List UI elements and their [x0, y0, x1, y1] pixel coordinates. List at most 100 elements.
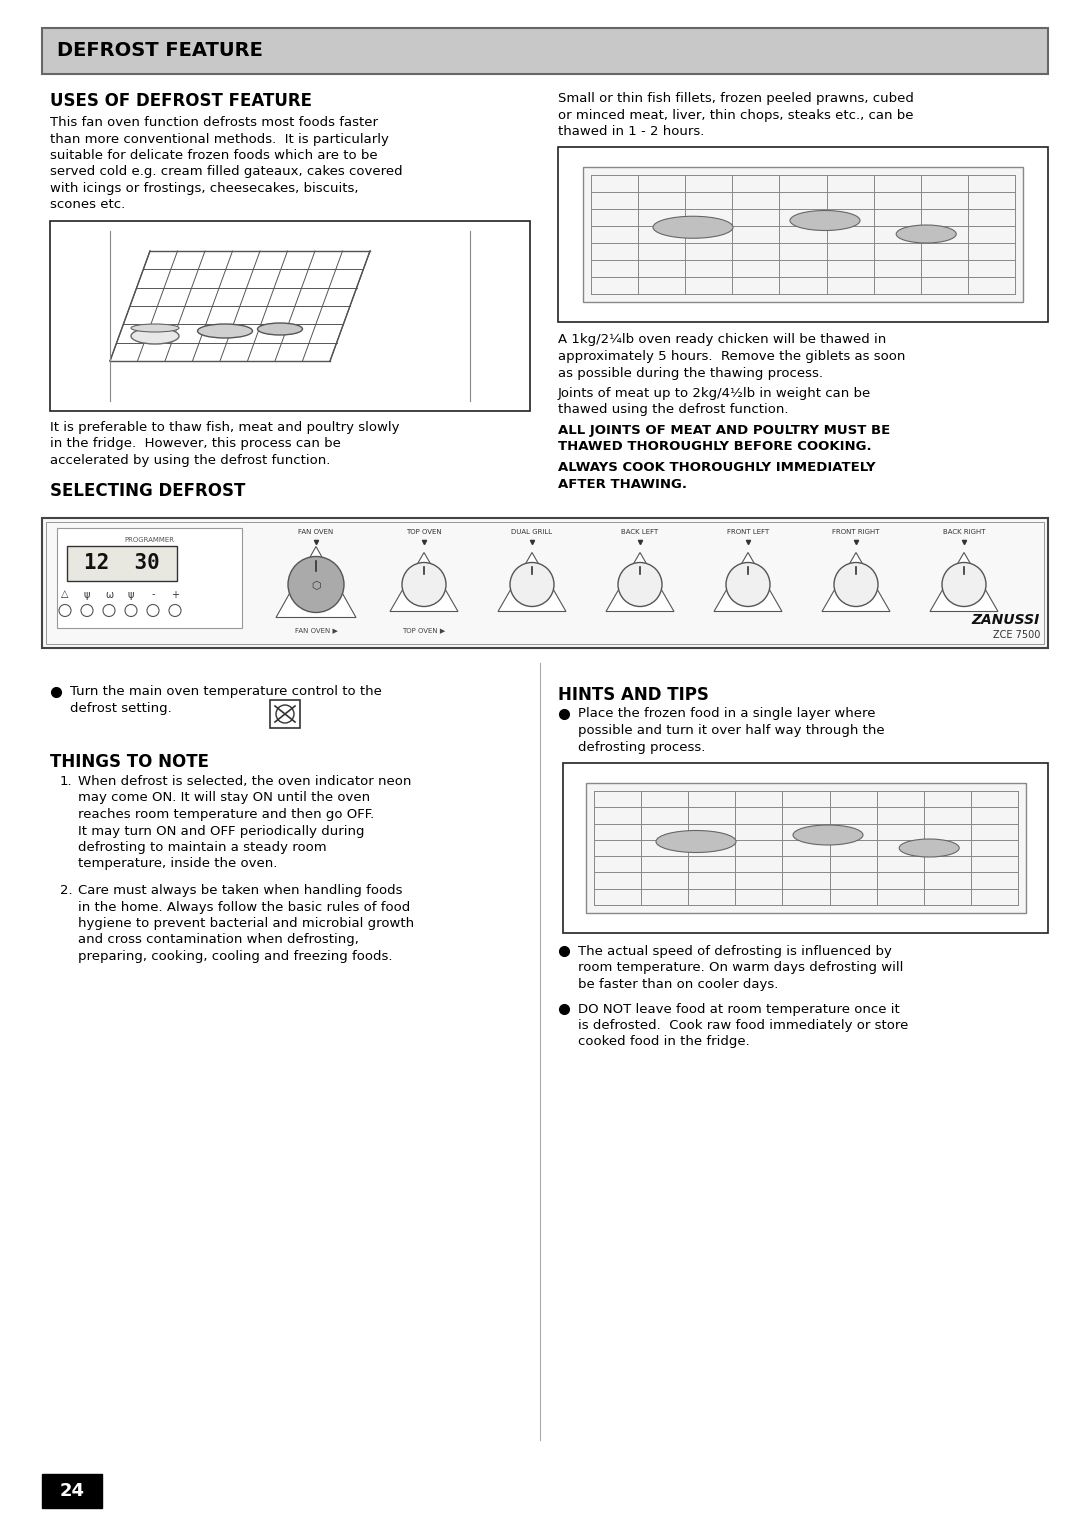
Text: FAN OVEN: FAN OVEN — [298, 530, 334, 535]
Text: room temperature. On warm days defrosting will: room temperature. On warm days defrostin… — [578, 961, 903, 975]
Text: possible and turn it over half way through the: possible and turn it over half way throu… — [578, 724, 885, 736]
Circle shape — [147, 605, 159, 616]
Text: A 1kg/2¼lb oven ready chicken will be thawed in: A 1kg/2¼lb oven ready chicken will be th… — [558, 333, 887, 347]
Circle shape — [125, 605, 137, 616]
Text: temperature, inside the oven.: temperature, inside the oven. — [78, 857, 278, 871]
Bar — [270, 700, 300, 727]
Text: accelerated by using the defrost function.: accelerated by using the defrost functio… — [50, 454, 330, 468]
Text: or minced meat, liver, thin chops, steaks etc., can be: or minced meat, liver, thin chops, steak… — [558, 108, 914, 122]
Circle shape — [402, 562, 446, 607]
Text: is defrosted.  Cook raw food immediately or store: is defrosted. Cook raw food immediately … — [578, 1019, 908, 1031]
Text: ⬡: ⬡ — [311, 582, 321, 591]
Text: thawed using the defrost function.: thawed using the defrost function. — [558, 403, 788, 417]
Text: in the home. Always follow the basic rules of food: in the home. Always follow the basic rul… — [78, 900, 410, 914]
Text: It may turn ON and OFF periodically during: It may turn ON and OFF periodically duri… — [78, 825, 365, 837]
Text: USES OF DEFROST FEATURE: USES OF DEFROST FEATURE — [50, 92, 312, 110]
Text: HINTS AND TIPS: HINTS AND TIPS — [558, 686, 708, 703]
Text: preparing, cooking, cooling and freezing foods.: preparing, cooking, cooling and freezing… — [78, 950, 392, 963]
Text: cooked food in the fridge.: cooked food in the fridge. — [578, 1036, 750, 1048]
Polygon shape — [822, 553, 890, 611]
Text: served cold e.g. cream filled gateaux, cakes covered: served cold e.g. cream filled gateaux, c… — [50, 165, 403, 179]
Text: 2.: 2. — [60, 885, 72, 897]
Text: Care must always be taken when handling foods: Care must always be taken when handling … — [78, 885, 403, 897]
Bar — [50, 222, 530, 411]
Ellipse shape — [656, 831, 735, 853]
Text: 1.: 1. — [60, 775, 72, 788]
Text: ALWAYS COOK THOROUGHLY IMMEDIATELY: ALWAYS COOK THOROUGHLY IMMEDIATELY — [558, 461, 876, 474]
Bar — [563, 762, 1048, 934]
Circle shape — [59, 605, 71, 616]
Ellipse shape — [257, 322, 302, 335]
Text: Small or thin fish fillets, frozen peeled prawns, cubed: Small or thin fish fillets, frozen peele… — [558, 92, 914, 105]
Text: TOP OVEN ▶: TOP OVEN ▶ — [403, 628, 446, 634]
Text: PROGRAMMER: PROGRAMMER — [124, 538, 175, 544]
Text: FRONT LEFT: FRONT LEFT — [727, 530, 769, 535]
Text: ZANUSSI: ZANUSSI — [972, 613, 1040, 626]
Text: AFTER THAWING.: AFTER THAWING. — [558, 477, 687, 490]
Text: DEFROST FEATURE: DEFROST FEATURE — [57, 41, 262, 61]
Polygon shape — [390, 553, 458, 611]
Text: DO NOT leave food at room temperature once it: DO NOT leave food at room temperature on… — [578, 1002, 900, 1016]
Text: THINGS TO NOTE: THINGS TO NOTE — [50, 753, 210, 772]
Text: reaches room temperature and then go OFF.: reaches room temperature and then go OFF… — [78, 808, 375, 821]
Polygon shape — [276, 547, 356, 617]
Ellipse shape — [896, 225, 956, 243]
Text: defrost setting.: defrost setting. — [70, 701, 172, 715]
Circle shape — [942, 562, 986, 607]
Text: ψ: ψ — [127, 590, 134, 599]
Circle shape — [834, 562, 878, 607]
Text: with icings or frostings, cheesecakes, biscuits,: with icings or frostings, cheesecakes, b… — [50, 182, 359, 196]
Circle shape — [81, 605, 93, 616]
Text: BACK LEFT: BACK LEFT — [621, 530, 659, 535]
Bar — [583, 167, 1023, 301]
Text: ω: ω — [105, 590, 113, 599]
Text: Place the frozen food in a single layer where: Place the frozen food in a single layer … — [578, 707, 876, 721]
Bar — [67, 545, 177, 581]
Circle shape — [510, 562, 554, 607]
Bar — [42, 28, 1048, 73]
Text: defrosting process.: defrosting process. — [578, 741, 705, 753]
Text: FAN OVEN ▶: FAN OVEN ▶ — [295, 628, 337, 634]
Text: SELECTING DEFROST: SELECTING DEFROST — [50, 483, 245, 501]
Text: approximately 5 hours.  Remove the giblets as soon: approximately 5 hours. Remove the giblet… — [558, 350, 905, 364]
Text: △: △ — [62, 590, 69, 599]
Text: as possible during the thawing process.: as possible during the thawing process. — [558, 367, 823, 379]
Text: +: + — [171, 590, 179, 599]
Bar — [42, 518, 1048, 648]
Text: When defrost is selected, the oven indicator neon: When defrost is selected, the oven indic… — [78, 775, 411, 788]
Bar — [57, 527, 242, 628]
Bar — [46, 521, 1044, 643]
Text: Joints of meat up to 2kg/4½lb in weight can be: Joints of meat up to 2kg/4½lb in weight … — [558, 387, 872, 400]
Text: It is preferable to thaw fish, meat and poultry slowly: It is preferable to thaw fish, meat and … — [50, 422, 400, 434]
Text: The actual speed of defrosting is influenced by: The actual speed of defrosting is influe… — [578, 944, 892, 958]
Text: in the fridge.  However, this process can be: in the fridge. However, this process can… — [50, 437, 341, 451]
Text: ALL JOINTS OF MEAT AND POULTRY MUST BE: ALL JOINTS OF MEAT AND POULTRY MUST BE — [558, 423, 890, 437]
Text: Turn the main oven temperature control to the: Turn the main oven temperature control t… — [70, 686, 382, 698]
Text: -: - — [151, 590, 154, 599]
Text: THAWED THOROUGHLY BEFORE COOKING.: THAWED THOROUGHLY BEFORE COOKING. — [558, 440, 872, 454]
Text: and cross contamination when defrosting,: and cross contamination when defrosting, — [78, 934, 359, 946]
Polygon shape — [606, 553, 674, 611]
Circle shape — [288, 556, 345, 613]
Ellipse shape — [653, 217, 733, 238]
Text: TOP OVEN: TOP OVEN — [406, 530, 442, 535]
Bar — [586, 782, 1026, 914]
Text: 12  30: 12 30 — [84, 553, 160, 573]
Text: DUAL GRILL: DUAL GRILL — [512, 530, 553, 535]
Text: may come ON. It will stay ON until the oven: may come ON. It will stay ON until the o… — [78, 792, 370, 805]
Text: hygiene to prevent bacterial and microbial growth: hygiene to prevent bacterial and microbi… — [78, 917, 414, 931]
Circle shape — [168, 605, 181, 616]
Ellipse shape — [900, 839, 959, 857]
Circle shape — [726, 562, 770, 607]
Text: than more conventional methods.  It is particularly: than more conventional methods. It is pa… — [50, 133, 389, 145]
Text: thawed in 1 - 2 hours.: thawed in 1 - 2 hours. — [558, 125, 704, 138]
Text: BACK RIGHT: BACK RIGHT — [943, 530, 985, 535]
Circle shape — [618, 562, 662, 607]
Text: ZCE 7500: ZCE 7500 — [993, 630, 1040, 640]
Ellipse shape — [198, 324, 253, 338]
Ellipse shape — [793, 825, 863, 845]
Ellipse shape — [131, 329, 179, 344]
Text: ψ: ψ — [84, 590, 91, 599]
Ellipse shape — [789, 211, 860, 231]
Text: FRONT RIGHT: FRONT RIGHT — [833, 530, 880, 535]
